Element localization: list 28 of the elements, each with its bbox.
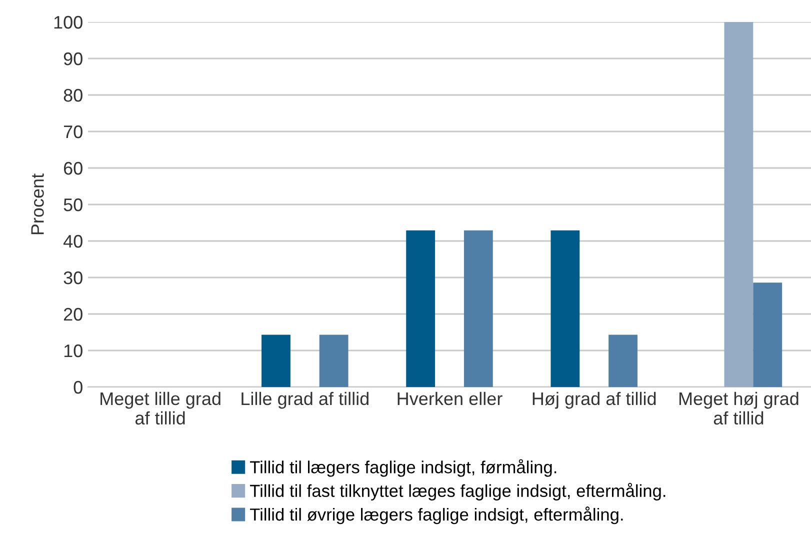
x-tick-label: Hverken eller (398, 392, 502, 406)
y-tick-label: 100 (54, 16, 82, 29)
y-tick-label: 60 (64, 162, 82, 175)
x-tick-label: Meget lille grad af tillid (100, 392, 220, 425)
y-tick-label: 80 (64, 88, 82, 102)
y-axis-title: Procent (31, 174, 44, 234)
y-tick-label: 10 (64, 344, 82, 358)
y-tick-label: 40 (63, 234, 82, 248)
bar (319, 334, 348, 387)
y-tick-label: 90 (64, 52, 82, 66)
bar (262, 334, 290, 387)
y-tick-label: 30 (64, 271, 82, 284)
y-tick-label: 0 (74, 380, 82, 394)
x-tick-label: Lille grad af tillid (242, 392, 368, 409)
bar (464, 230, 493, 387)
legend-label: Tillid til øvrige lægers faglige indsigt, eftermåling. (250, 506, 623, 524)
y-tick-label: 20 (64, 308, 82, 321)
bar (406, 230, 436, 387)
bar (724, 22, 754, 387)
bar (753, 282, 782, 387)
legend-label: Tillid til lægers faglige indsigt, førmåling. (250, 459, 556, 477)
y-tick-label: 70 (64, 125, 82, 138)
x-tick-label: Meget høj grad af tillid (679, 392, 798, 425)
x-tick-label: Høj grad af tillid (532, 392, 656, 409)
bar (550, 230, 580, 387)
y-tick-label: 50 (64, 198, 82, 212)
bar (608, 334, 638, 387)
legend-label: Tillid til fast tilknyttet læges faglige indsigt, eftermåling. (250, 482, 666, 500)
